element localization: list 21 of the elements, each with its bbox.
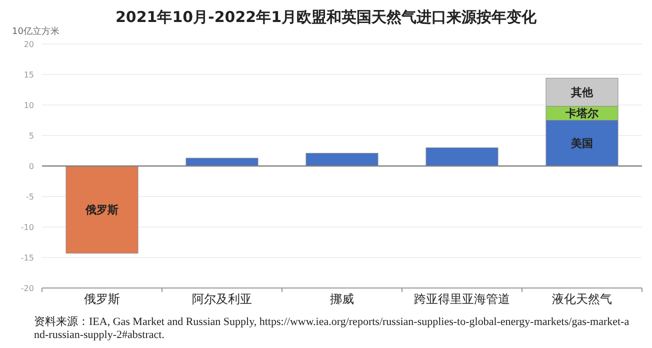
text: 资料来源：IEA, Gas Market and Russian Supply, https://www.iea.org/reports/russian-supplies-to-global-energy-markets/gas-market-and-russian-supply-2#abstract.: [34, 316, 630, 342]
series-label: 卡塔尔: [564, 107, 600, 120]
x-tick-label: 俄罗斯: [84, 292, 120, 306]
y-tick-label: 0: [28, 162, 34, 171]
y-tick-label: 15: [24, 70, 34, 80]
series-label: 美国: [570, 137, 593, 150]
chart-title: 2021年10月-2022年1月欧盟和英国天然气进口来源按年变化: [115, 8, 538, 26]
y-tick-label: -15: [20, 254, 34, 262]
x-tick-label: 阿尔及利亚: [192, 292, 252, 306]
series-label: 俄罗斯: [84, 204, 118, 217]
y-tick-label: -20: [20, 284, 34, 293]
x-tick-label: 挪威: [330, 292, 354, 306]
x-tick-label: 液化天然气: [552, 292, 612, 306]
series-label: 其他: [570, 86, 594, 100]
y-tick-label: 10: [24, 101, 34, 110]
y-tick-label: 5: [28, 132, 34, 140]
y-tick-label: 20: [24, 40, 34, 49]
y-tick-label: -5: [26, 192, 34, 202]
x-tick-label: 跨亚得里亚海管道: [414, 292, 510, 306]
y-axis-title: 10亿立方米: [12, 26, 60, 37]
y-tick-label: -10: [20, 223, 34, 232]
